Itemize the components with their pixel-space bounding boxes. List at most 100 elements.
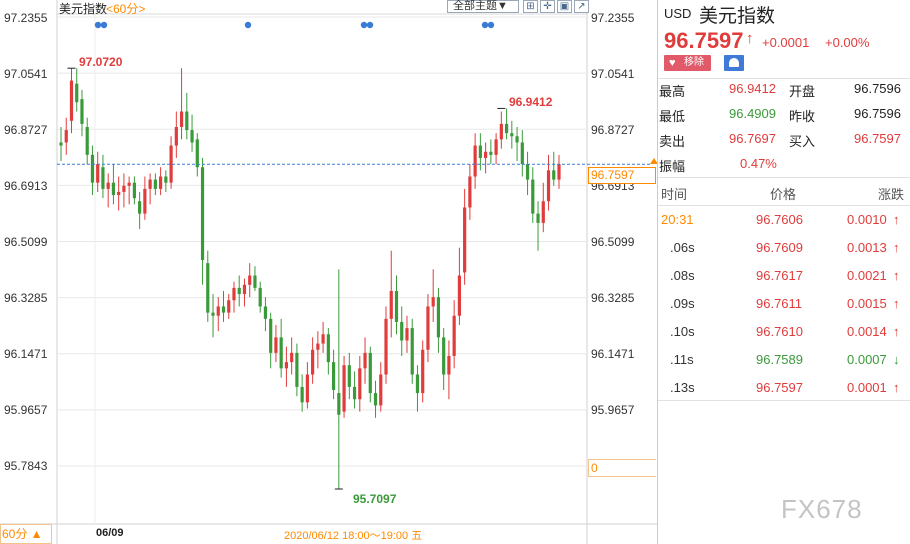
candle-body: [164, 176, 168, 183]
low-price-label: 95.7097: [353, 492, 397, 506]
quote-panel: USD 美元指数 96.7597 ↑ +0.0001 +0.00% ♥ 移除 最…: [657, 0, 910, 544]
trade-time: .11s: [670, 352, 694, 367]
candle-body: [494, 139, 498, 155]
candle-body: [405, 328, 409, 341]
candle-body: [468, 176, 472, 208]
remove-label: 移除: [684, 57, 704, 68]
trade-row[interactable]: .09s 96.7611 0.0015 ↑: [658, 296, 910, 324]
candle-body: [457, 275, 461, 316]
cross-icon[interactable]: ✛: [540, 0, 555, 13]
divider: [658, 78, 910, 79]
trade-row[interactable]: .11s 96.7589 0.0007 ↓: [658, 352, 910, 380]
y-tick-label-right: 96.1471: [591, 347, 635, 361]
trade-row[interactable]: .06s 96.7609 0.0013 ↑: [658, 240, 910, 268]
candle-body: [300, 386, 304, 403]
candlestick-chart[interactable]: [0, 0, 657, 544]
candle-body: [520, 142, 524, 165]
candle-body: [394, 290, 399, 322]
y-tick-label: 96.8727: [4, 123, 48, 137]
event-marker-icon: [244, 21, 252, 29]
stat-value-open: 96.7596: [854, 81, 901, 96]
remove-watchlist-button[interactable]: ♥ 移除: [664, 55, 711, 71]
y-tick-label: 95.9657: [4, 403, 48, 417]
candle-body: [321, 334, 325, 344]
trade-price: 96.7611: [756, 296, 803, 311]
candle-body: [326, 334, 330, 363]
candle-body: [148, 179, 152, 189]
candle-body: [316, 343, 320, 350]
event-marker-icon: [487, 21, 495, 29]
period-toggle[interactable]: 60分 ▲: [0, 524, 52, 544]
chart-panel[interactable]: 美元指数 <60分> 全部主题▼ ⊞ ✛ ▣ ↗ 97.2355 97.0541…: [0, 0, 657, 544]
y-tick-label-right: 97.2355: [591, 11, 635, 25]
trade-time: .10s: [670, 324, 695, 339]
candle-body: [484, 151, 488, 158]
candle-body: [368, 352, 372, 394]
trade-row[interactable]: .08s 96.7617 0.0021 ↑: [658, 268, 910, 296]
current-price-marker: 96.7597: [588, 167, 656, 184]
candle-body: [90, 154, 95, 183]
up-arrow-icon: ↑: [893, 380, 900, 395]
volume-label: 0: [588, 459, 656, 477]
up-arrow-icon: ↑: [893, 296, 900, 311]
divider: [658, 177, 910, 178]
candle-body: [431, 297, 435, 307]
candle-body: [489, 151, 493, 155]
up-arrow-icon: ↑: [893, 212, 900, 227]
event-marker-icon: [481, 21, 489, 29]
period-selector[interactable]: <60分>: [106, 2, 146, 16]
divider: [658, 400, 910, 401]
theme-dropdown[interactable]: 全部主题▼: [447, 0, 519, 13]
alert-button[interactable]: [724, 55, 744, 71]
candle-body: [169, 145, 173, 183]
candle-body: [269, 318, 273, 353]
candle-body: [253, 275, 257, 288]
stat-label: 开盘: [789, 84, 816, 99]
candle-body: [185, 111, 189, 131]
trade-row[interactable]: .10s 96.7610 0.0014 ↑: [658, 324, 910, 352]
trade-change: 0.0001: [847, 380, 887, 395]
candle-body: [75, 83, 79, 103]
candle-body: [515, 136, 519, 143]
trade-change: 0.0014: [847, 324, 887, 339]
trade-change: 0.0021: [847, 268, 887, 283]
candle-body: [200, 167, 205, 261]
trade-row[interactable]: 20:31 96.7606 0.0010 ↑: [658, 212, 910, 240]
crosshair-time-label: 2020/06/12 18:00～19:00 五: [284, 530, 423, 542]
y-tick-label: 96.5099: [4, 235, 48, 249]
y-tick-label: 96.3285: [4, 291, 48, 305]
candle-body: [69, 80, 74, 121]
candle-body: [101, 167, 105, 189]
candle-body: [211, 312, 215, 316]
candle-body: [442, 337, 446, 375]
grid-icon[interactable]: ⊞: [523, 0, 538, 13]
share-icon[interactable]: ↗: [574, 0, 589, 13]
stat-label: 最低: [659, 109, 686, 124]
image-icon[interactable]: ▣: [557, 0, 572, 13]
candle-body: [421, 349, 425, 394]
candle-body: [342, 365, 346, 412]
trade-price: 96.7589: [756, 352, 803, 367]
chart-title: 美元指数: [59, 2, 108, 16]
candle-body: [373, 393, 378, 406]
trade-price: 96.7609: [756, 240, 803, 255]
plot-frame: [56, 13, 588, 525]
candle-body: [64, 130, 68, 143]
candle-body: [248, 275, 252, 285]
candle-body: [463, 207, 467, 273]
candle-body: [190, 130, 194, 143]
trade-price: 96.7606: [756, 212, 803, 227]
candle-body: [179, 111, 184, 127]
trade-time: .06s: [670, 240, 695, 255]
price-arrow-icon: [650, 158, 657, 164]
candle-body: [525, 164, 530, 180]
event-marker-icon: [100, 21, 108, 29]
candle-body: [536, 213, 540, 223]
candle-body: [352, 386, 357, 400]
trade-row[interactable]: .13s 96.7597 0.0001 ↑: [658, 380, 910, 408]
candle-body: [331, 362, 336, 390]
y-tick-label: 96.6913: [4, 179, 48, 193]
candle-body: [59, 142, 63, 146]
candle-body: [279, 337, 283, 369]
candle-body: [410, 328, 414, 375]
